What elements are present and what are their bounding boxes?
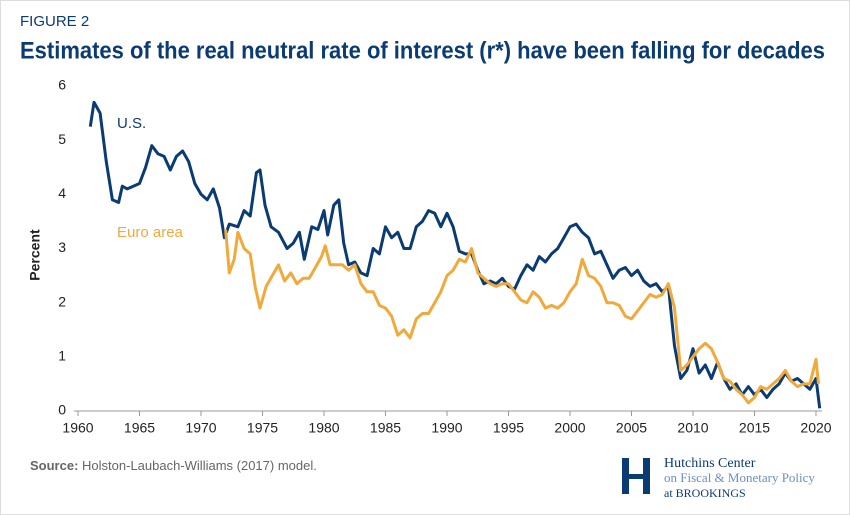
y-tick-label: 4 <box>58 185 66 201</box>
x-tick-label: 1960 <box>62 420 93 436</box>
source: Source: Holston-Laubach-Williams (2017) … <box>30 458 317 473</box>
logo-bar <box>643 458 650 494</box>
x-tick-label: 2010 <box>677 420 708 436</box>
x-tick-label: 1990 <box>431 420 462 436</box>
series-label: U.S. <box>117 115 146 132</box>
figure-label: FIGURE 2 <box>20 13 89 30</box>
x-tick-label: 1980 <box>308 420 339 436</box>
source-text: Holston-Laubach-Williams (2017) model. <box>82 458 317 473</box>
y-tick-label: 0 <box>58 402 66 418</box>
y-axis-label: Percent <box>27 229 43 281</box>
logo-bar <box>629 474 643 479</box>
x-tick-label: 2020 <box>800 420 831 436</box>
logo-line: Hutchins Center <box>664 456 756 471</box>
logo-line: at BROOKINGS <box>664 486 746 500</box>
x-tick-label: 2015 <box>739 420 770 436</box>
x-tick-label: 1995 <box>493 420 524 436</box>
source-label: Source: <box>30 458 78 473</box>
x-tick-label: 1970 <box>185 420 216 436</box>
y-tick-label: 1 <box>58 348 66 364</box>
y-tick-label: 3 <box>58 239 66 255</box>
logo-line: on Fiscal & Monetary Policy <box>664 470 815 485</box>
series-line <box>88 100 822 409</box>
x-tick-label: 2005 <box>616 420 647 436</box>
x-tick-label: 1965 <box>124 420 155 436</box>
y-tick-label: 2 <box>58 293 66 309</box>
x-tick-label: 2000 <box>554 420 585 436</box>
y-tick-label: 6 <box>58 77 66 93</box>
chart-title: Estimates of the real neutral rate of in… <box>20 37 825 64</box>
series-line <box>224 229 820 405</box>
x-tick-label: 1985 <box>370 420 401 436</box>
logo: Hutchins Center on Fiscal & Monetary Pol… <box>622 456 815 500</box>
x-tick-label: 1975 <box>247 420 278 436</box>
series-label: Euro area <box>117 224 184 241</box>
logo-bar <box>622 458 629 494</box>
y-tick-label: 5 <box>58 131 66 147</box>
